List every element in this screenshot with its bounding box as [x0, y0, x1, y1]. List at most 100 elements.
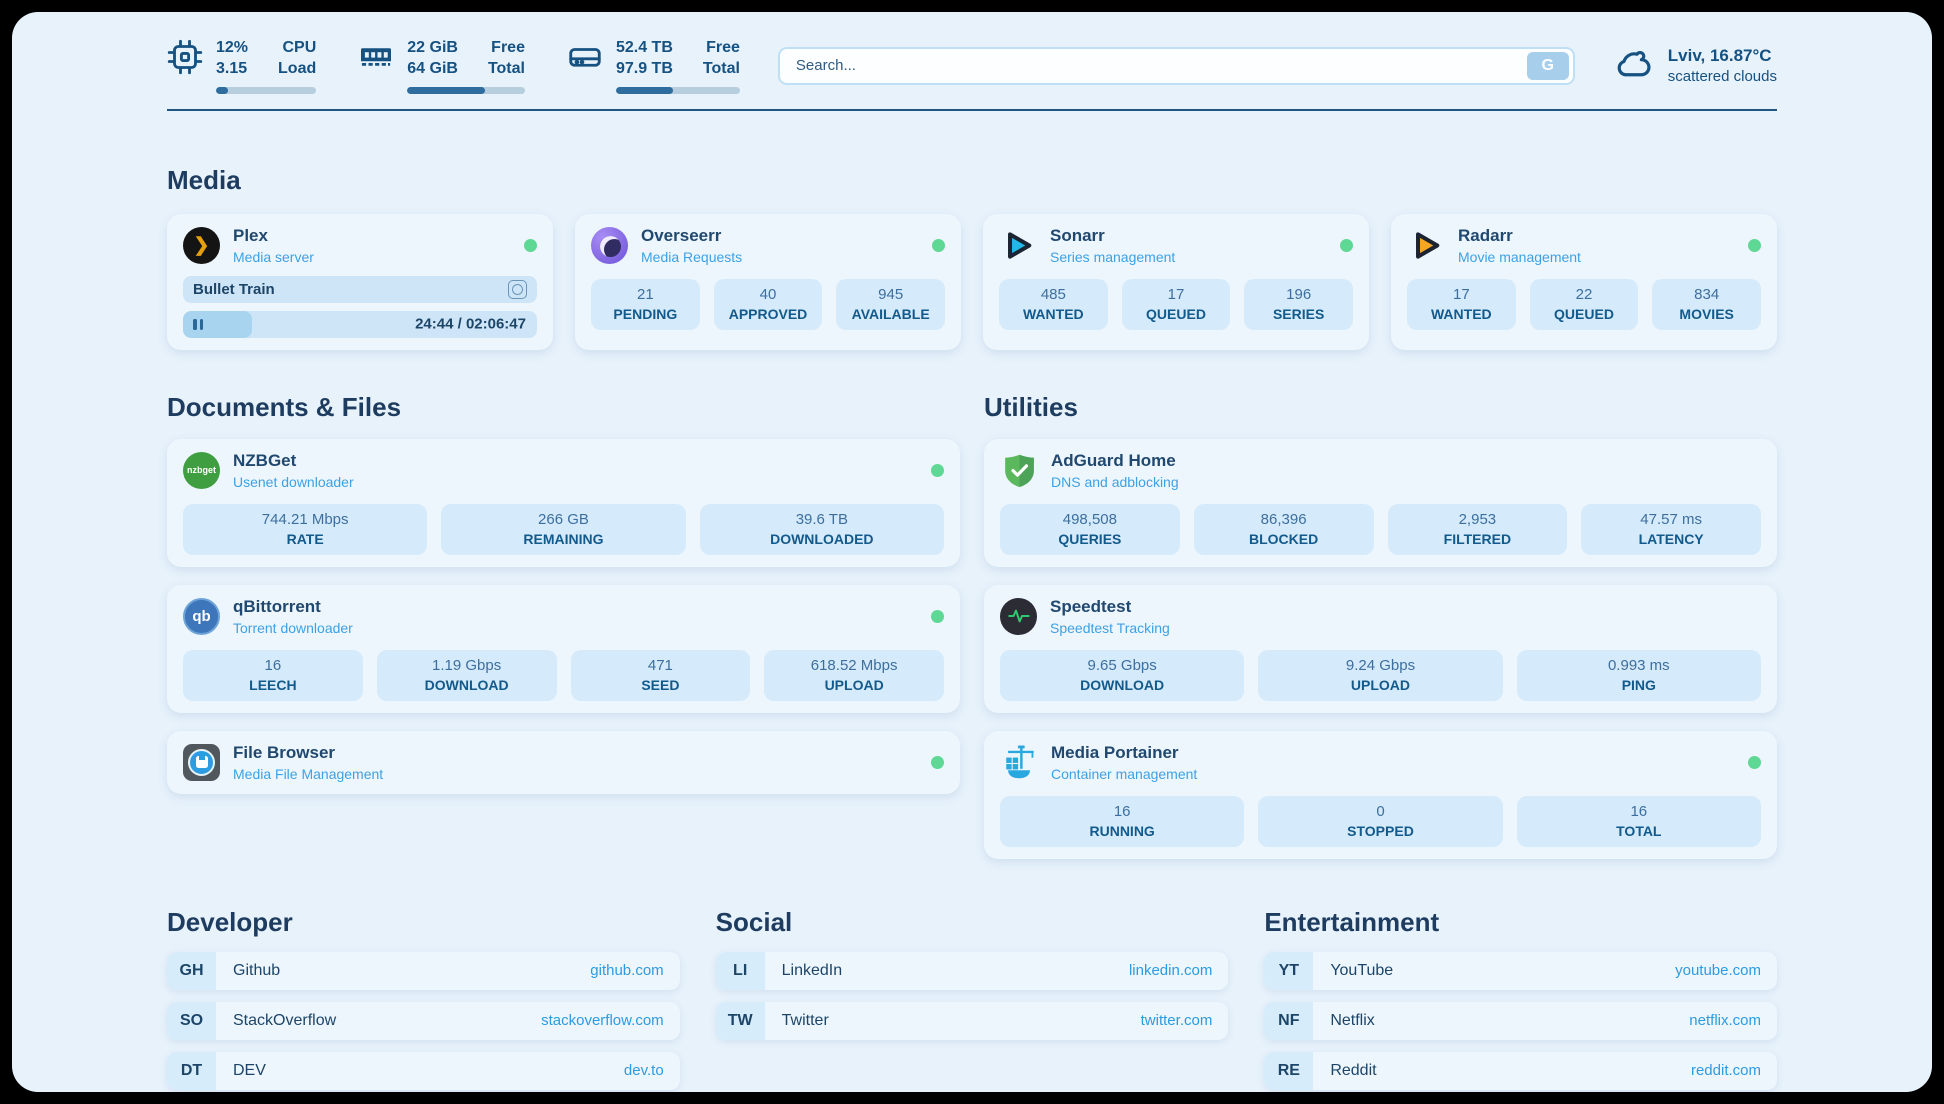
pause-icon[interactable]: [193, 318, 203, 330]
link-dev[interactable]: DT DEV dev.to: [167, 1051, 680, 1090]
cpu-widget: 12% 3.15 CPU Load: [167, 38, 317, 94]
ram-progressbar: [407, 86, 525, 94]
app-subtitle: Usenet downloader: [233, 473, 354, 490]
app-subtitle: DNS and adblocking: [1051, 473, 1179, 490]
qbittorrent-logo-icon: qb: [183, 597, 220, 635]
link-url[interactable]: twitter.com: [1140, 1012, 1213, 1030]
now-playing-row: Bullet Train: [183, 275, 537, 303]
search-input[interactable]: [793, 56, 1527, 76]
link-name: Twitter: [781, 1011, 829, 1029]
disk-values: 52.4 TB 97.9 TB: [615, 39, 673, 77]
plex-card[interactable]: ❯ Plex Media server Bullet Train: [167, 213, 553, 350]
section-title-entertainment: Entertainment: [1264, 906, 1440, 937]
stat-box: 1.19 Gbps DOWNLOAD: [376, 649, 557, 701]
stat-box: 16 LEECH: [183, 649, 363, 701]
app-subtitle: Series management: [1050, 248, 1176, 265]
link-name: Reddit: [1330, 1061, 1377, 1079]
stat-box: 21 PENDING: [591, 278, 700, 330]
link-badge: LI: [715, 951, 765, 990]
ram-labels: Free Total: [487, 39, 525, 77]
stat-box: 485 WANTED: [999, 278, 1108, 330]
search-bar: G: [777, 46, 1575, 85]
section-title-utilities: Utilities: [984, 391, 1078, 422]
overseerr-card[interactable]: Overseerr Media Requests 21 PENDING 40 A…: [575, 213, 961, 350]
app-name: Speedtest: [1050, 596, 1132, 616]
app-name: Radarr: [1458, 225, 1513, 245]
cloud-icon: [1613, 45, 1655, 87]
sonarr-logo-icon: [999, 226, 1037, 264]
entertainment-section: Entertainment YT YouTube youtube.com NF …: [1264, 907, 1777, 1090]
radarr-card[interactable]: Radarr Movie management 17 WANTED 22 QUE…: [1391, 213, 1777, 350]
link-twitter[interactable]: TW Twitter twitter.com: [715, 1001, 1229, 1040]
stat-box: 17 QUEUED: [1121, 278, 1231, 330]
app-name: File Browser: [233, 742, 336, 762]
link-url[interactable]: netflix.com: [1689, 1012, 1761, 1030]
ram-widget: 22 GiB 64 GiB Free Total: [358, 38, 525, 94]
link-youtube[interactable]: YT YouTube youtube.com: [1264, 951, 1777, 990]
link-url[interactable]: stackoverflow.com: [541, 1012, 664, 1030]
status-dot: [1748, 238, 1761, 252]
camera-icon[interactable]: [508, 279, 527, 299]
status-dot: [524, 238, 537, 252]
link-github[interactable]: GH Github github.com: [167, 951, 680, 990]
app-subtitle: Speedtest Tracking: [1050, 619, 1170, 636]
app-subtitle: Torrent downloader: [233, 619, 353, 636]
link-url[interactable]: dev.to: [623, 1062, 664, 1080]
now-playing-title: Bullet Train: [193, 280, 275, 298]
section-title-social: Social: [715, 906, 793, 937]
plex-logo-icon: ❯: [183, 226, 220, 264]
stat-box: 196 SERIES: [1244, 278, 1353, 330]
speedtest-card[interactable]: Speedtest Speedtest Tracking 9.65 Gbps D…: [984, 584, 1777, 713]
filebrowser-logo-icon: [183, 743, 220, 781]
app-subtitle: Media File Management: [233, 765, 384, 782]
link-reddit[interactable]: RE Reddit reddit.com: [1264, 1051, 1777, 1090]
stat-box: 618.52 Mbps UPLOAD: [764, 649, 944, 701]
adguard-card[interactable]: AdGuard Home DNS and adblocking 498,508 …: [984, 438, 1777, 567]
link-netflix[interactable]: NF Netflix netflix.com: [1264, 1001, 1777, 1040]
app-subtitle: Media Requests: [641, 248, 743, 265]
link-name: YouTube: [1330, 961, 1394, 979]
status-dot: [932, 238, 945, 252]
stat-box: 471 SEED: [570, 649, 751, 701]
portainer-card[interactable]: Media Portainer Container management 16 …: [984, 730, 1777, 859]
app-name: Overseerr: [641, 225, 722, 245]
topbar: 12% 3.15 CPU Load: [167, 38, 1777, 94]
disk-labels: Free Total: [702, 39, 740, 77]
link-url[interactable]: reddit.com: [1690, 1062, 1761, 1080]
link-stackoverflow[interactable]: SO StackOverflow stackoverflow.com: [167, 1001, 680, 1040]
status-dot: [931, 609, 944, 623]
status-dot: [931, 463, 944, 477]
link-url[interactable]: youtube.com: [1675, 962, 1761, 980]
status-dot: [1748, 755, 1761, 769]
status-dot: [1340, 238, 1353, 252]
sonarr-card[interactable]: Sonarr Series management 485 WANTED 17 Q…: [983, 213, 1369, 350]
qbittorrent-card[interactable]: qb qBittorrent Torrent downloader 16 LEE…: [167, 584, 960, 713]
link-url[interactable]: linkedin.com: [1128, 962, 1213, 980]
stat-box: 40 APPROVED: [713, 278, 823, 330]
disk-icon: [567, 39, 603, 75]
stat-box: 16 TOTAL: [1516, 795, 1761, 847]
google-search-button[interactable]: G: [1526, 51, 1569, 80]
weather-widget: Lviv, 16.87°C scattered clouds: [1613, 45, 1777, 87]
section-title-developer: Developer: [167, 906, 293, 937]
developer-section: Developer GH Github github.com SO StackO…: [167, 907, 680, 1090]
app-name: Plex: [233, 225, 268, 245]
social-section: Social LI LinkedIn linkedin.com TW Twitt…: [715, 906, 1229, 1090]
cpu-values: 12% 3.15: [216, 39, 249, 77]
link-url[interactable]: github.com: [590, 962, 664, 980]
nzbget-card[interactable]: nzbget NZBGet Usenet downloader 744.21 M…: [167, 438, 960, 567]
adguard-logo-icon: [1000, 451, 1038, 489]
filebrowser-card[interactable]: File Browser Media File Management: [167, 730, 960, 794]
stat-box: 9.24 Gbps UPLOAD: [1258, 649, 1503, 701]
section-title-documents: Documents & Files: [167, 391, 402, 422]
stat-box: 0.993 ms PING: [1516, 649, 1761, 701]
cpu-icon: [167, 39, 203, 75]
app-subtitle: Container management: [1051, 765, 1198, 782]
cpu-progressbar: [216, 86, 317, 94]
link-name: StackOverflow: [233, 1011, 337, 1029]
app-subtitle: Media server: [233, 248, 314, 265]
link-linkedin[interactable]: LI LinkedIn linkedin.com: [715, 951, 1229, 990]
app-name: AdGuard Home: [1051, 450, 1176, 470]
link-badge: TW: [715, 1001, 765, 1040]
nzbget-logo-icon: nzbget: [183, 451, 220, 489]
